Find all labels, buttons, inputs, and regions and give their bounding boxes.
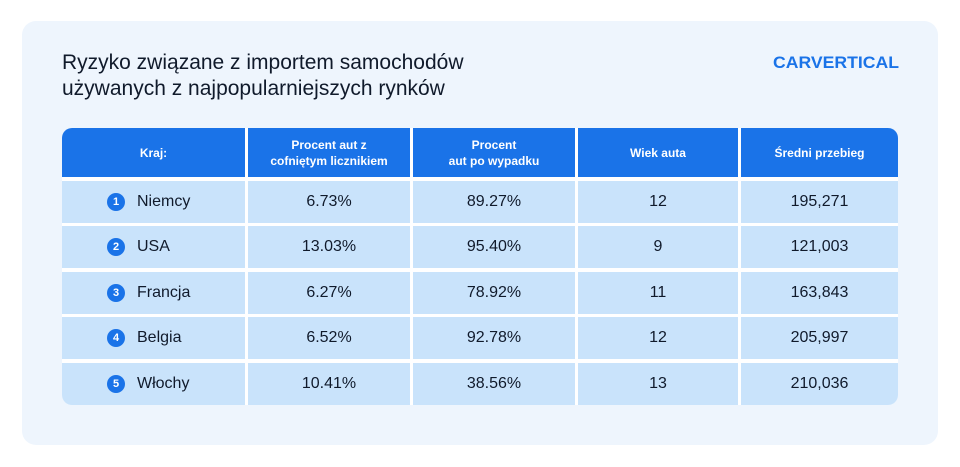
cell-rollback: 6.73% [248, 181, 410, 223]
cell-age: 13 [578, 363, 738, 405]
cell-value: 13 [649, 375, 667, 392]
cell-age: 12 [578, 317, 738, 359]
header-country: Kraj: [62, 128, 245, 177]
cell-age: 11 [578, 272, 738, 314]
cell-value: 89.27% [466, 193, 522, 210]
cell-rollback: 10.41% [248, 363, 410, 405]
cell-value: 195,271 [790, 193, 849, 210]
cell-mileage: 195,271 [741, 181, 898, 223]
cell-value: 11 [649, 284, 667, 301]
cell-value: 121,003 [790, 238, 849, 255]
cell-country: 4 Belgia [62, 317, 245, 359]
cell-rollback: 6.52% [248, 317, 410, 359]
header-label: Wiek auta [630, 145, 686, 160]
cell-rollback: 13.03% [248, 226, 410, 268]
title-line-1: Ryzyko związane z importem samochodów [62, 51, 464, 74]
header-mileage: Średni przebieg [741, 128, 898, 177]
cell-rollback: 6.27% [248, 272, 410, 314]
cell-country: 5 Włochy [62, 363, 245, 405]
cell-value: 6.73% [306, 193, 352, 210]
cell-value: 205,997 [790, 329, 849, 346]
header-label: Procent aut z [291, 137, 367, 152]
cell-value: 13.03% [301, 238, 357, 255]
cell-country: 3 Francja [62, 272, 245, 314]
cell-value: 9 [653, 238, 663, 255]
cell-accident: 89.27% [413, 181, 575, 223]
cell-accident: 95.40% [413, 226, 575, 268]
cell-mileage: 210,036 [741, 363, 898, 405]
rank-badge: 4 [107, 329, 125, 347]
cell-mileage: 163,843 [741, 272, 898, 314]
rank-badge: 5 [107, 375, 125, 393]
rank-badge: 2 [107, 238, 125, 256]
cell-mileage: 121,003 [741, 226, 898, 268]
cell-value: Niemcy [137, 193, 191, 210]
cell-value: 92.78% [466, 329, 522, 346]
cell-value: 38.56% [466, 375, 522, 392]
cell-value: 6.27% [306, 284, 352, 301]
rank-badge: 1 [107, 193, 125, 211]
header-accident: Procent aut po wypadku [413, 128, 575, 177]
cell-value: 78.92% [466, 284, 522, 301]
cell-value: 10.41% [301, 375, 357, 392]
cell-mileage: 205,997 [741, 317, 898, 359]
header-label: Średni przebieg [774, 145, 865, 160]
carvertical-logo: CARVERTICAL [773, 53, 899, 72]
cell-value: 95.40% [466, 238, 522, 255]
cell-value: 12 [649, 193, 667, 210]
cell-accident: 92.78% [413, 317, 575, 359]
cell-age: 9 [578, 226, 738, 268]
cell-country: 2 USA [62, 226, 245, 268]
cell-age: 12 [578, 181, 738, 223]
title-line-2: używanych z najpopularniejszych rynków [62, 77, 445, 100]
cell-value: Włochy [137, 375, 190, 392]
cell-value: 6.52% [306, 329, 352, 346]
rank-badge: 3 [107, 284, 125, 302]
chart-title: Ryzyko związane z importem samochodów uż… [62, 50, 622, 102]
cell-accident: 78.92% [413, 272, 575, 314]
cell-value: Francja [137, 284, 191, 301]
header-label: Kraj: [139, 145, 168, 160]
header-label: aut po wypadku [448, 153, 540, 168]
header-rollback: Procent aut z cofniętym licznikiem [248, 128, 410, 177]
cell-value: 12 [649, 329, 667, 346]
cell-accident: 38.56% [413, 363, 575, 405]
header-age: Wiek auta [578, 128, 738, 177]
cell-value: Belgia [137, 329, 182, 346]
svg-text:CARVERTICAL: CARVERTICAL [773, 53, 899, 72]
header-label: cofniętym licznikiem [270, 153, 388, 168]
cell-value: 210,036 [790, 375, 849, 392]
cell-value: USA [137, 238, 170, 255]
cell-value: 163,843 [790, 284, 849, 301]
header-label: Procent [471, 137, 517, 152]
cell-country: 1 Niemcy [62, 181, 245, 223]
data-table: Kraj: Procent aut z cofniętym licznikiem Pr… [62, 128, 898, 405]
